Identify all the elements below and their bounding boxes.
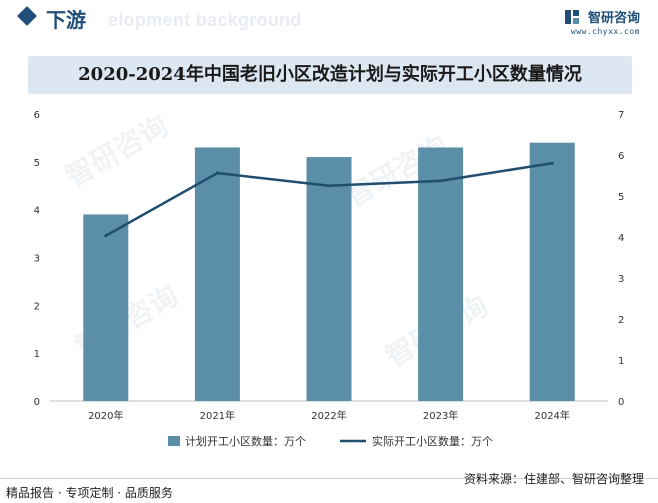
chart-title-bar: 2020-2024年中国老旧小区改造计划与实际开工小区数量情况 xyxy=(28,56,632,94)
brand: 智研咨询 www.chyxx.com xyxy=(564,6,640,36)
footer-source: 资料来源：住建部、智研咨询整理 xyxy=(463,472,644,486)
line-point xyxy=(215,171,219,175)
y-left-tick-label: 5 xyxy=(34,158,40,169)
y-left-tick-label: 3 xyxy=(34,254,40,265)
brand-logo-icon xyxy=(564,9,580,25)
y-right-tick-label: 6 xyxy=(618,151,624,162)
x-tick-label: 2023年 xyxy=(423,409,458,422)
y-left-tick-label: 0 xyxy=(34,397,40,408)
legend-bar-label: 计划开工小区数量：万个 xyxy=(185,435,306,448)
legend-line-label: 实际开工小区数量：万个 xyxy=(372,434,493,448)
x-tick-label: 2022年 xyxy=(311,409,346,422)
brand-name: 智研咨询 xyxy=(587,11,640,26)
x-tick-label: 2020年 xyxy=(88,409,123,422)
bar xyxy=(306,157,352,401)
footer-tagline: 精品报告 · 专项定制 · 品质服务 xyxy=(6,486,173,500)
y-left-tick-label: 1 xyxy=(34,349,40,360)
line-point xyxy=(327,184,331,188)
y-right-tick-label: 1 xyxy=(618,356,624,367)
y-right-tick-label: 4 xyxy=(618,233,624,244)
line-point xyxy=(439,179,443,183)
y-left-tick-label: 4 xyxy=(34,206,40,217)
legend-bar-swatch xyxy=(168,436,180,446)
bar xyxy=(529,142,575,401)
y-right-tick-label: 5 xyxy=(618,192,624,203)
y-right-tick-label: 0 xyxy=(618,397,624,408)
line-point xyxy=(550,161,554,165)
y-right-tick-label: 2 xyxy=(618,315,624,326)
bar xyxy=(83,214,129,401)
x-tick-label: 2021年 xyxy=(200,409,235,422)
brand-url: www.chyxx.com xyxy=(570,27,640,36)
footer-divider xyxy=(0,478,658,479)
x-tick-label: 2024年 xyxy=(534,409,569,422)
header: 下游 elopment background 智研咨询 www.chyxx.co… xyxy=(0,0,658,40)
section-label: 下游 xyxy=(46,8,86,32)
bar xyxy=(418,147,464,401)
y-left-tick-label: 6 xyxy=(34,110,40,121)
line-point xyxy=(104,234,108,238)
bar xyxy=(194,147,240,401)
y-left-tick-label: 2 xyxy=(34,301,40,312)
chart-title: 2020-2024年中国老旧小区改造计划与实际开工小区数量情况 xyxy=(78,64,582,85)
y-right-tick-label: 3 xyxy=(618,274,624,285)
y-right-tick-label: 7 xyxy=(618,110,624,121)
ghost-text: elopment background xyxy=(108,10,302,30)
